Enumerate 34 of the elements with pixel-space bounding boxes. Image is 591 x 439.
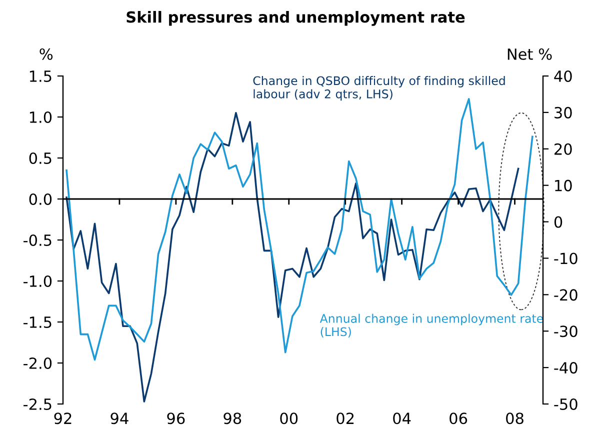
y-tick-label: -2.5: [24, 398, 52, 410]
x-tick-label: 06: [450, 412, 468, 424]
x-tick-label: 98: [224, 412, 242, 424]
chart-title: Skill pressures and unemployment rate: [126, 10, 465, 26]
x-tick-label: 02: [336, 412, 354, 424]
y2-tick-label: 10: [555, 180, 572, 192]
y2-tick-label: -50: [554, 398, 578, 410]
y-tick-label: 0.5: [29, 152, 52, 164]
y-tick-label: -1.5: [24, 316, 52, 328]
y-tick-label: -1.0: [24, 275, 52, 288]
y2-tick-label: 0: [554, 216, 562, 228]
y2-tick-label: -40: [554, 362, 578, 374]
y2-tick-label: -20: [554, 289, 578, 301]
x-tick-label: 96: [167, 412, 185, 424]
y2-tick-label: -30: [554, 326, 578, 338]
y-axis-title: %: [40, 48, 53, 60]
y2-tick-label: 20: [554, 143, 572, 155]
x-tick-label: 94: [110, 412, 128, 424]
y2-tick-label: 40: [554, 70, 572, 82]
line-series: [66, 112, 520, 402]
y-tick-label: 0.0: [29, 193, 52, 206]
series-label: Change in QSBO difficulty of finding skilled labour (adv 2 qtrs, LHS): [253, 76, 505, 101]
y2-axis-title: Net %: [508, 48, 552, 60]
series-label: Annual change in unemployment rate (LHS): [320, 314, 543, 338]
y-tick-label: -2.0: [24, 357, 52, 370]
y-tick-label: 1.5: [30, 70, 52, 82]
x-tick-label: 08: [506, 412, 524, 424]
y-tick-label: 1.0: [30, 111, 52, 124]
y2-tick-label: -10: [554, 252, 578, 264]
y-tick-label: -0.5: [24, 234, 52, 246]
x-tick-label: 00: [280, 412, 298, 424]
y2-tick-label: 30: [554, 106, 572, 118]
x-tick-label: 92: [54, 412, 72, 424]
x-tick-label: 04: [393, 412, 411, 424]
